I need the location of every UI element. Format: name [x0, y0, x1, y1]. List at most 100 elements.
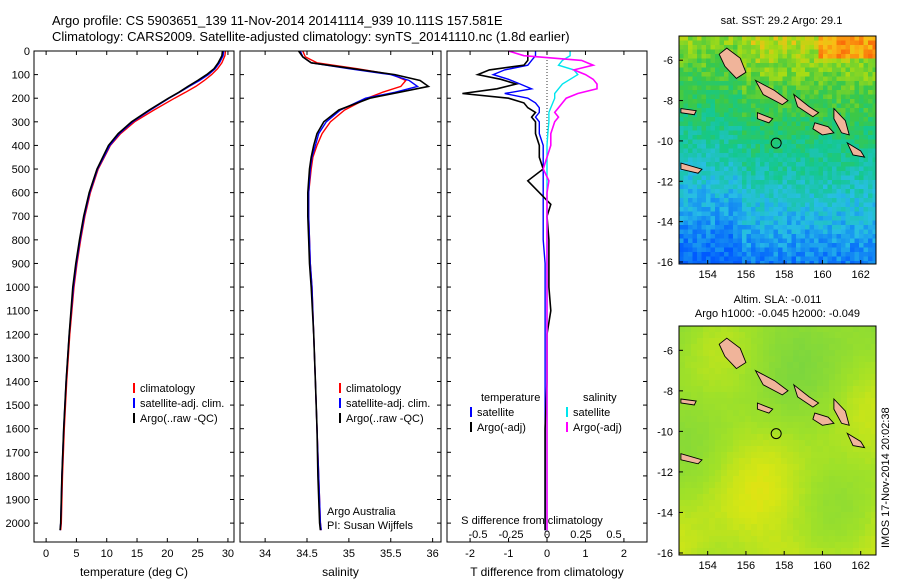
map-cell: [688, 76, 693, 82]
map-cell: [818, 171, 824, 176]
map-cell: [829, 332, 836, 339]
map-cell: [715, 67, 720, 73]
map-cell: [853, 326, 860, 333]
map-cell: [721, 476, 728, 483]
map-cell: [787, 542, 794, 549]
map-cell: [799, 368, 806, 375]
map-cell: [787, 374, 794, 381]
map-cell: [859, 548, 866, 555]
map-cell: [692, 49, 698, 55]
map-cell: [683, 153, 689, 158]
map-cell: [742, 166, 747, 172]
map-cell: [746, 180, 752, 185]
map-cell: [793, 326, 800, 333]
map-cell: [811, 332, 818, 339]
map-cell: [697, 184, 702, 190]
map-cell: [745, 446, 752, 453]
map-cell: [715, 126, 720, 131]
map-cell: [715, 220, 720, 226]
map-cell: [782, 234, 788, 239]
map-cell: [791, 216, 797, 221]
map-cell: [733, 422, 740, 429]
map-cell: [697, 139, 702, 145]
map-cell: [835, 362, 842, 369]
map-cell: [710, 54, 716, 59]
map-cell: [832, 207, 837, 212]
map-cell: [872, 243, 876, 248]
map-cell: [769, 524, 776, 531]
map-cell: [688, 103, 693, 109]
map-cell: [859, 392, 866, 399]
map-cell: [805, 362, 812, 369]
map-cell: [827, 112, 833, 118]
map-cell: [778, 184, 783, 190]
map-cell: [751, 153, 756, 158]
map-cell: [791, 153, 797, 158]
map-cell: [701, 112, 707, 118]
map-cell: [710, 121, 716, 127]
map-cell: [757, 344, 764, 351]
map-cell: [787, 446, 794, 453]
map-cell: [773, 63, 779, 68]
map-cell: [746, 193, 752, 199]
map-cell: [733, 392, 740, 399]
map-cell: [706, 171, 711, 176]
map-cell: [805, 518, 812, 525]
map-cell: [859, 464, 866, 471]
map-cell: [697, 386, 704, 393]
map-cell: [845, 234, 851, 239]
map-cell: [872, 198, 876, 203]
map-cell: [728, 117, 734, 122]
map-cell: [715, 470, 722, 477]
map-cell: [724, 148, 729, 154]
map-cell: [836, 139, 842, 145]
map-cell: [805, 440, 812, 447]
map-cell: [871, 338, 876, 345]
map-cell: [845, 238, 851, 244]
map-cell: [805, 216, 810, 221]
map-cell: [796, 261, 801, 264]
map-cell: [805, 464, 812, 471]
map-cell: [692, 45, 698, 50]
map-cell: [859, 476, 866, 483]
map-cell: [854, 90, 860, 95]
map-cell: [764, 211, 770, 217]
map-cell: [703, 428, 710, 435]
map-cell: [769, 211, 774, 217]
map-cell: [832, 189, 837, 194]
map-cell: [871, 362, 876, 369]
map-cell: [692, 99, 698, 104]
map-cell: [787, 518, 794, 525]
map-cell: [764, 126, 770, 131]
map-cell: [683, 144, 689, 149]
map-cell: [701, 126, 707, 131]
map-cell: [859, 422, 866, 429]
map-cell: [791, 180, 797, 185]
map-cell: [710, 252, 716, 257]
map-cell: [836, 198, 842, 203]
map-cell: [697, 76, 702, 82]
map-cell: [809, 256, 815, 262]
map-cell: [757, 530, 764, 537]
map-cell: [800, 198, 806, 203]
y-tick-label: 1500: [6, 400, 30, 412]
map-cell: [847, 416, 854, 423]
map-cell: [791, 184, 797, 190]
map-cell: [823, 148, 828, 154]
map-cell: [769, 548, 776, 555]
map-cell: [782, 256, 788, 262]
map-cell: [745, 332, 752, 339]
map-cell: [799, 440, 806, 447]
map-cell: [737, 139, 743, 145]
map-cell: [763, 482, 770, 489]
map-cell: [769, 225, 774, 230]
map-cell: [737, 256, 743, 262]
map-cell: [871, 506, 876, 513]
map-cell: [805, 162, 810, 167]
map-cell: [692, 36, 698, 41]
map-cell: [835, 524, 842, 531]
map-cell: [799, 350, 806, 357]
map-cell: [832, 171, 837, 176]
map-cell: [703, 464, 710, 471]
map-cell: [727, 518, 734, 525]
